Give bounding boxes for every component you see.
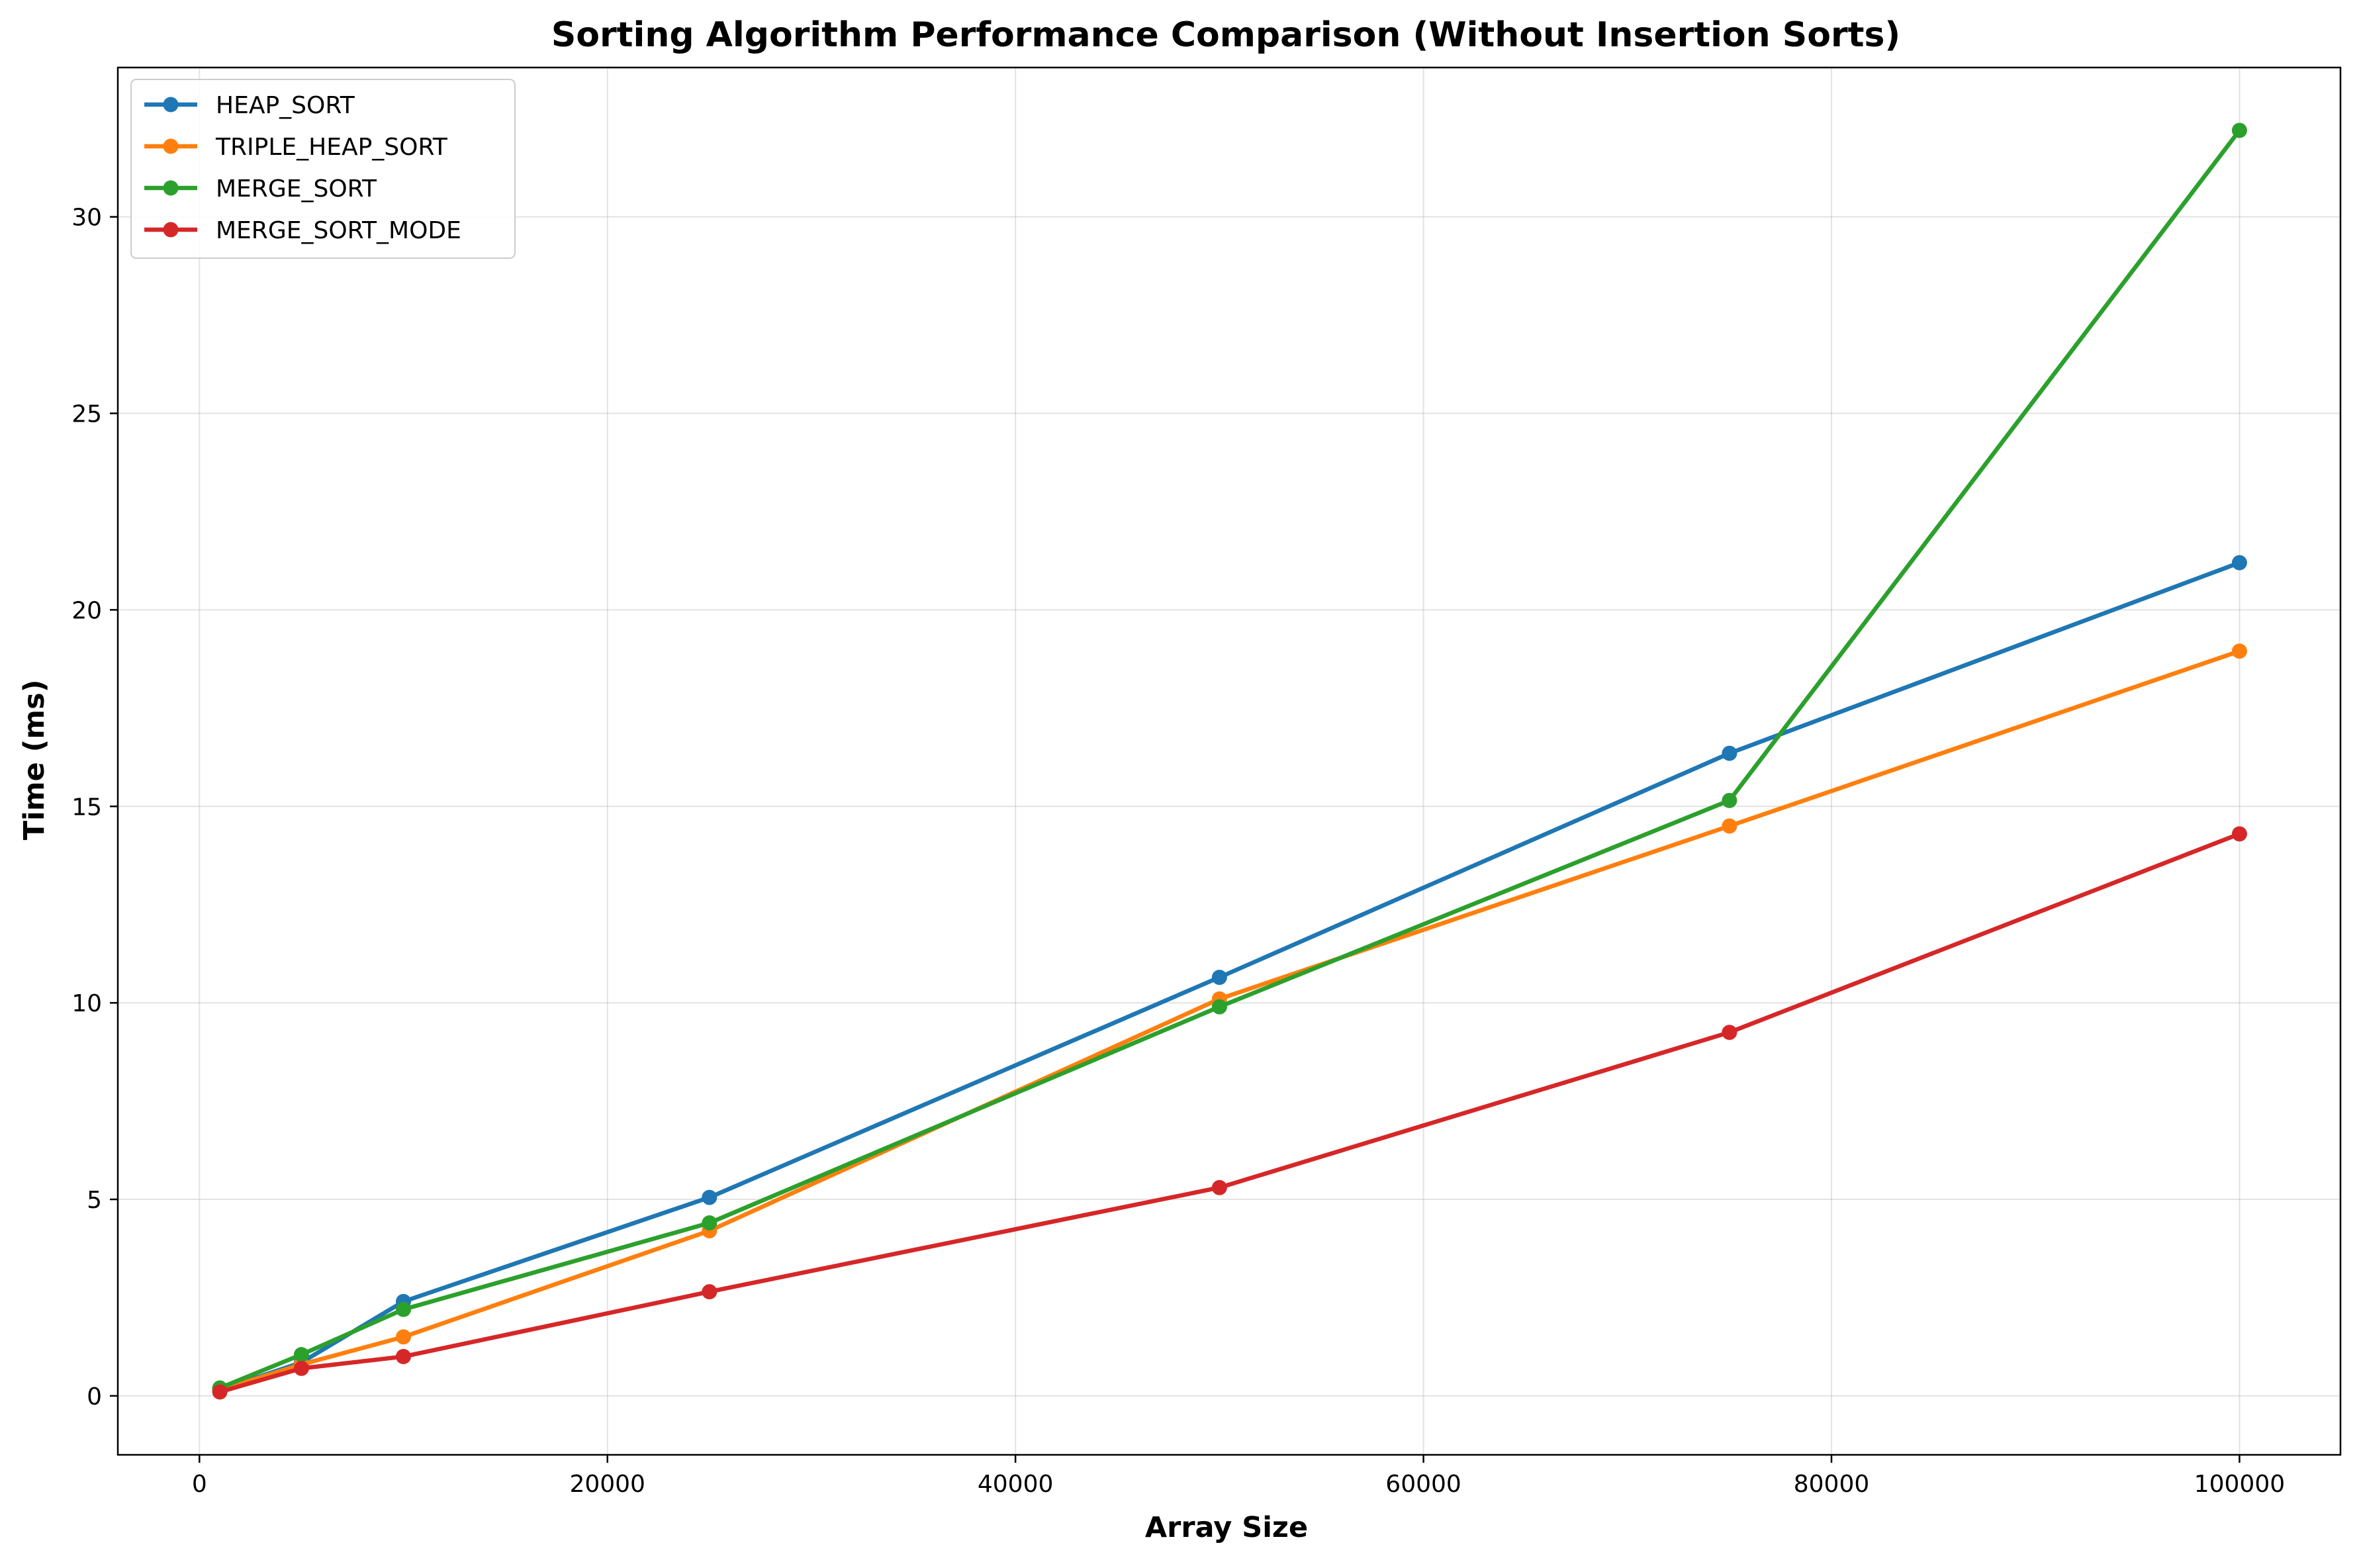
data-point <box>2231 122 2247 138</box>
y-tick-label: 5 <box>87 1187 102 1214</box>
data-point <box>1722 745 1737 761</box>
legend: HEAP_SORT TRIPLE_HEAP_SORT MERGE_SORT MERGE… <box>130 79 516 259</box>
legend-item: MERGE_SORT_MODE <box>144 217 461 244</box>
data-point <box>1211 1179 1227 1195</box>
x-tick-label: 100000 <box>2194 1471 2285 1498</box>
legend-box <box>130 79 516 259</box>
x-tick-label: 0 <box>192 1471 207 1498</box>
y-tick-label: 0 <box>87 1383 102 1410</box>
chart-title: Sorting Algorithm Performance Comparison… <box>551 15 1900 55</box>
y-tick-label: 20 <box>71 597 102 624</box>
grid <box>118 68 2340 1455</box>
data-point <box>396 1301 412 1317</box>
data-point <box>1722 1025 1737 1040</box>
series-merge-sort <box>212 122 2247 1396</box>
data-point <box>1211 970 1227 986</box>
ticks: 0 20000 40000 60000 80000 100000 0 5 10 15 20 25 30 <box>71 205 2285 1498</box>
plot-frame <box>116 66 2342 1456</box>
data-point <box>396 1329 412 1345</box>
legend-item: HEAP_SORT <box>144 92 355 119</box>
data-point <box>2231 643 2247 659</box>
y-tick-label: 15 <box>71 794 102 821</box>
data-point <box>396 1349 412 1365</box>
data-point <box>293 1347 309 1363</box>
legend-marker <box>163 138 179 154</box>
data-point <box>1722 818 1737 834</box>
y-tick-label: 30 <box>71 205 102 232</box>
legend-marker <box>163 97 179 113</box>
y-axis-label: Time (ms) <box>18 680 51 841</box>
legend-marker <box>163 222 179 238</box>
legend-item: TRIPLE_HEAP_SORT <box>144 134 448 161</box>
y-tick-label: 25 <box>71 401 102 428</box>
legend-item: MERGE_SORT <box>144 175 377 203</box>
data-point <box>2231 555 2247 571</box>
legend-marker <box>163 180 179 196</box>
data-point <box>1211 999 1227 1015</box>
x-tick-label: 40000 <box>978 1471 1054 1498</box>
data-point <box>702 1189 717 1205</box>
x-axis-label: Array Size <box>1145 1511 1308 1544</box>
series-layer <box>212 122 2247 1400</box>
legend-label: MERGE_SORT <box>216 175 377 203</box>
data-point <box>2231 826 2247 842</box>
data-point <box>212 1384 228 1400</box>
legend-label: HEAP_SORT <box>216 92 355 119</box>
x-tick-label: 60000 <box>1385 1471 1461 1498</box>
data-point <box>702 1215 717 1231</box>
legend-label: MERGE_SORT_MODE <box>216 217 461 244</box>
x-tick-label: 80000 <box>1794 1471 1870 1498</box>
y-tick-label: 10 <box>71 990 102 1017</box>
legend-label: TRIPLE_HEAP_SORT <box>215 134 448 161</box>
x-tick-label: 20000 <box>569 1471 645 1498</box>
data-point <box>702 1284 717 1300</box>
data-point <box>1722 792 1737 808</box>
series-merge-sort-mode <box>212 826 2247 1400</box>
data-point <box>293 1360 309 1376</box>
